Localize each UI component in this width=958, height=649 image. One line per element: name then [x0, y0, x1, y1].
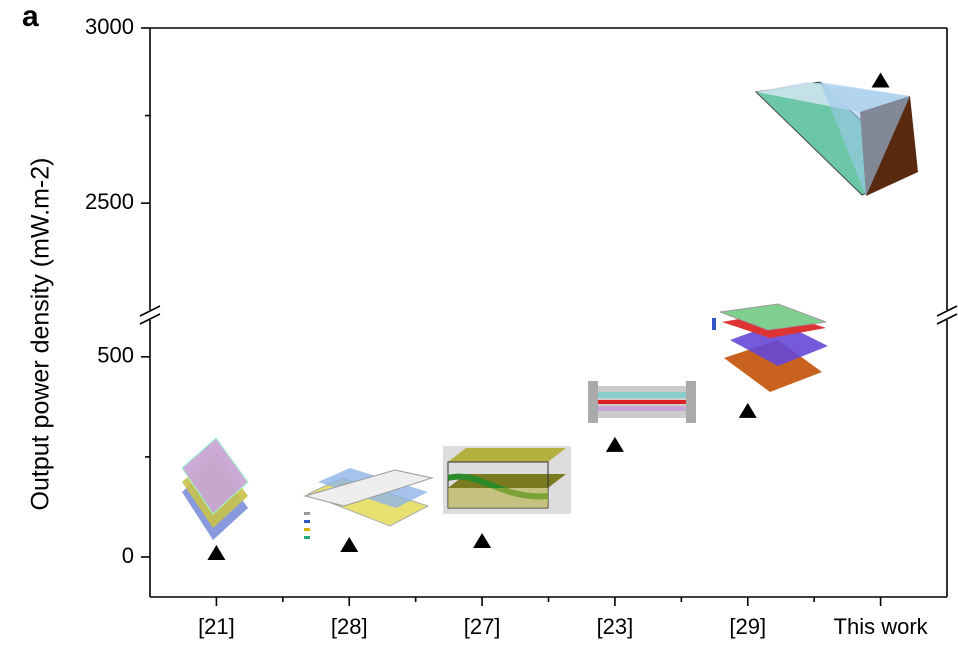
- y-tick-label: 3000: [85, 14, 134, 39]
- schematic-21: [182, 438, 248, 540]
- x-tick-label: [27]: [464, 614, 501, 639]
- x-tick-label: [23]: [597, 614, 634, 639]
- y-tick-label: 2500: [85, 189, 134, 214]
- x-tick-label: [21]: [198, 614, 235, 639]
- schematic-23: [588, 381, 696, 423]
- x-tick-label: [29]: [729, 614, 766, 639]
- marker: [473, 533, 491, 548]
- marker: [340, 537, 358, 552]
- marker: [207, 545, 225, 560]
- y-axis-label: Output power density (mW.m-2): [27, 158, 55, 511]
- x-tick-label: [28]: [331, 614, 368, 639]
- schematics: [182, 82, 918, 540]
- marker: [872, 73, 890, 88]
- schematic-this-work: [756, 82, 918, 196]
- schematic-29: [712, 304, 828, 392]
- marker: [606, 437, 624, 452]
- chart: a Output power density (mW.m-2): [0, 0, 958, 644]
- schematic-28: [304, 468, 432, 539]
- x-tick-label: This work: [834, 614, 929, 639]
- marker: [739, 403, 757, 418]
- y-tick-label: 0: [122, 543, 134, 568]
- schematic-27: [443, 446, 571, 514]
- panel-label: a: [22, 0, 39, 33]
- y-tick-label: 500: [97, 343, 134, 368]
